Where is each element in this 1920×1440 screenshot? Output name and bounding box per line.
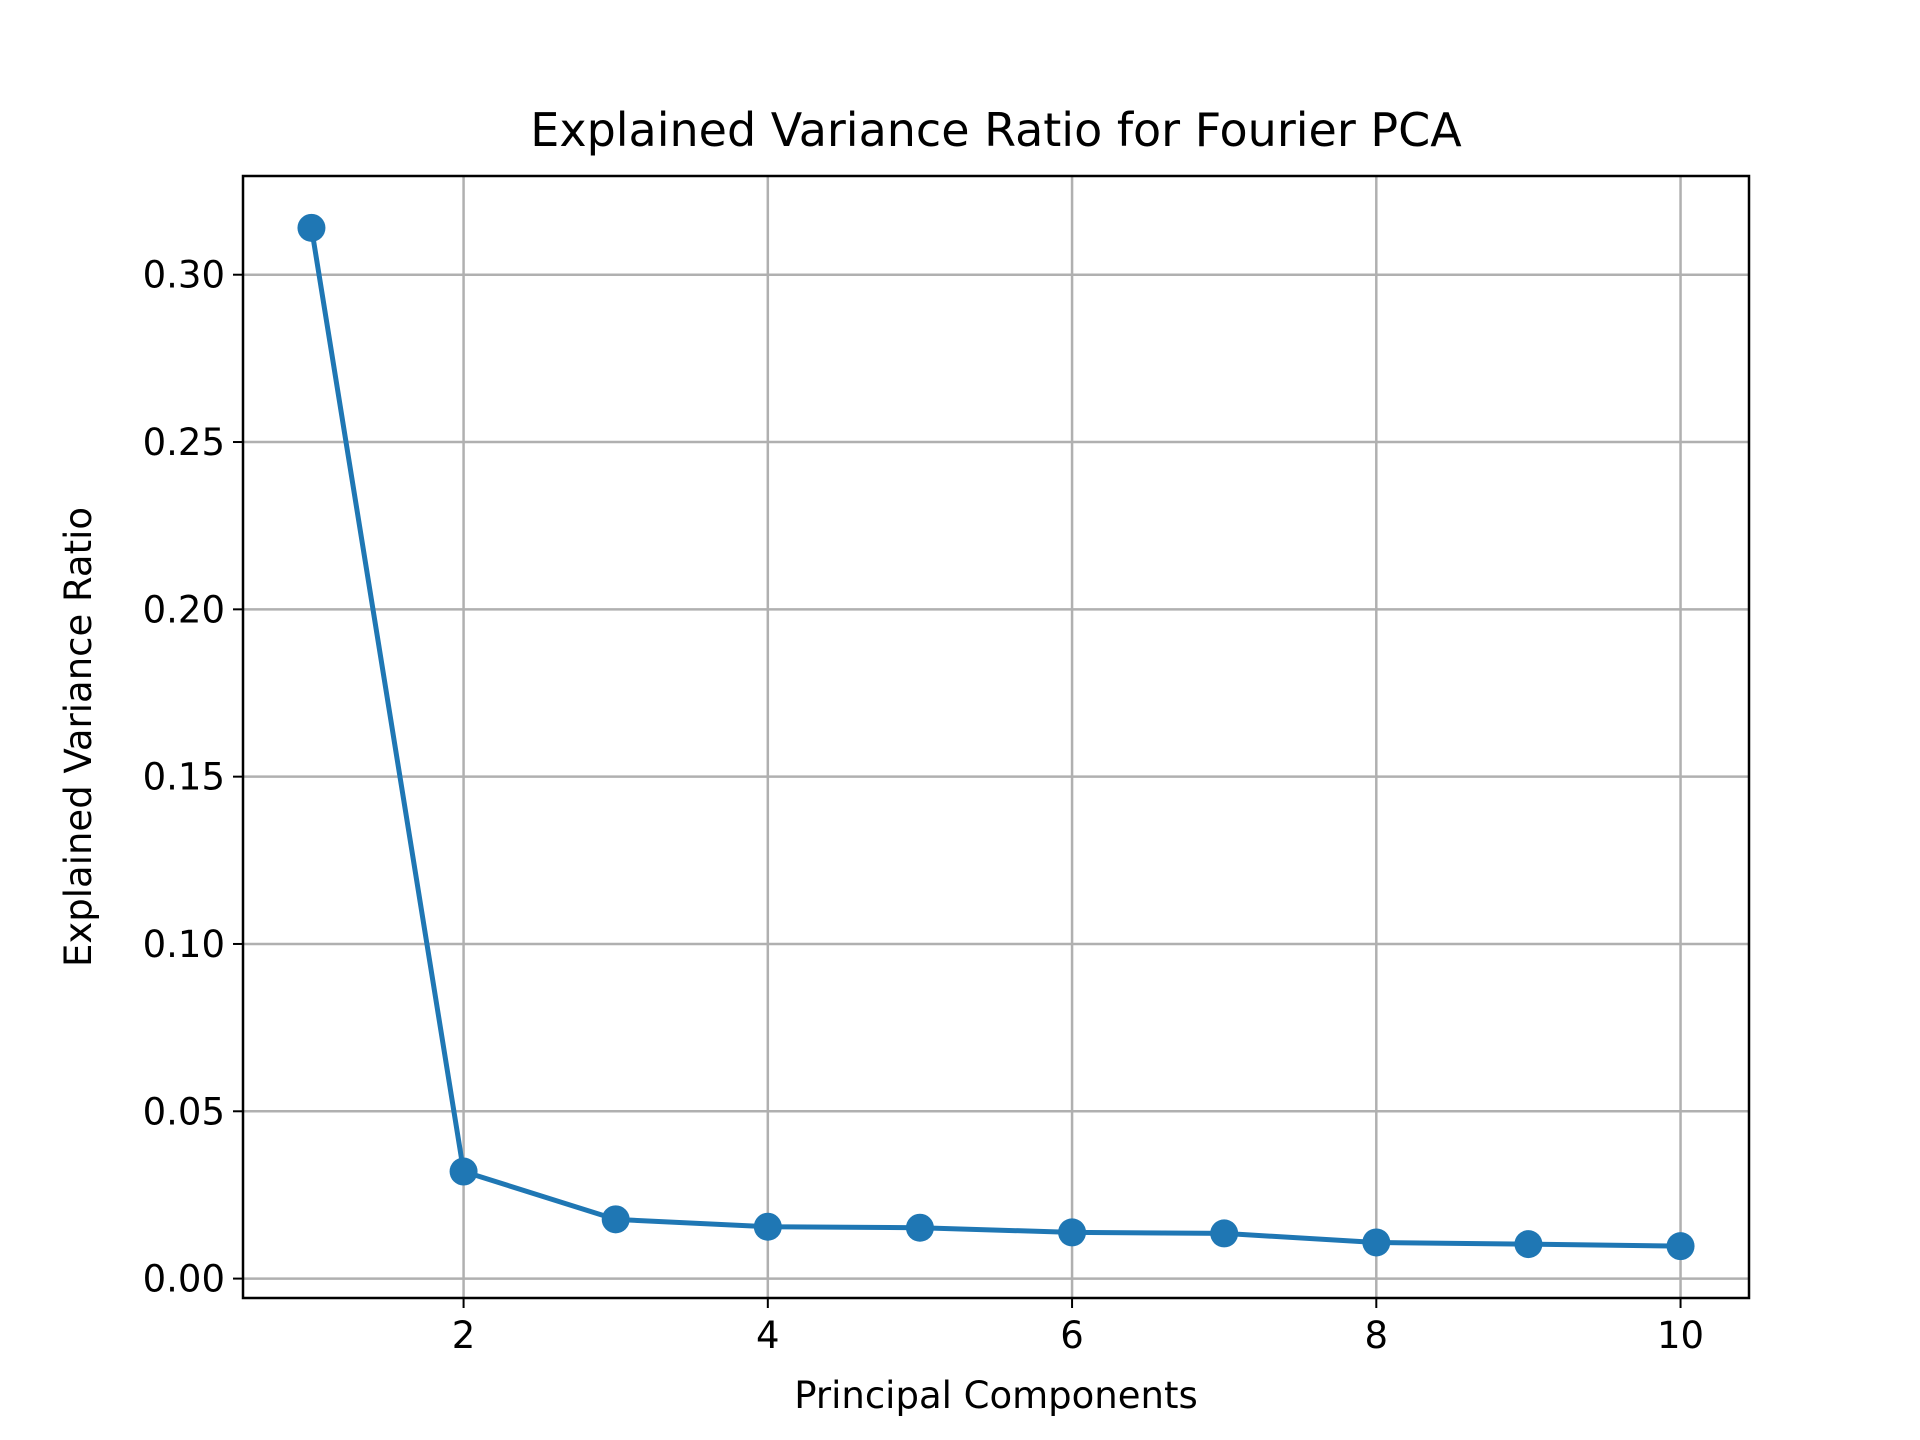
data-point <box>753 1212 782 1241</box>
y-tick-label: 0.20 <box>143 588 225 631</box>
y-tick-label: 0.10 <box>143 923 225 966</box>
y-tick-label: 0.00 <box>143 1258 225 1301</box>
series-line <box>309 227 1681 1249</box>
data-point <box>1058 1218 1087 1247</box>
y-tick-label: 0.05 <box>143 1090 225 1133</box>
x-tick-label: 6 <box>1060 1314 1084 1357</box>
y-tick-label: 0.25 <box>143 421 225 464</box>
data-point <box>601 1205 630 1234</box>
y-tick-label: 0.30 <box>143 254 225 297</box>
data-point <box>1666 1232 1695 1261</box>
x-tick-label: 8 <box>1365 1314 1389 1357</box>
data-point <box>297 213 326 242</box>
data-point <box>1362 1228 1391 1257</box>
data-point <box>1210 1219 1239 1248</box>
data-point <box>449 1157 478 1186</box>
ticks: 2 4 6 8 10 0.00 0.05 0.10 0.15 0.20 0.25 0.30 <box>143 254 1704 1357</box>
chart-title: Explained Variance Ratio for Fourier PCA <box>530 103 1462 157</box>
axes-frame <box>241 174 1751 1300</box>
y-tick-label: 0.15 <box>143 756 225 799</box>
x-tick-label: 10 <box>1657 1314 1704 1357</box>
data-point <box>1514 1230 1543 1259</box>
series-layer <box>297 213 1695 1261</box>
x-axis-label: Principal Components <box>794 1374 1198 1417</box>
data-point <box>905 1213 934 1242</box>
grid <box>243 176 1749 1298</box>
x-tick-label: 4 <box>756 1314 780 1357</box>
x-tick-label: 2 <box>452 1314 476 1357</box>
y-axis-label: Explained Variance Ratio <box>57 507 100 967</box>
